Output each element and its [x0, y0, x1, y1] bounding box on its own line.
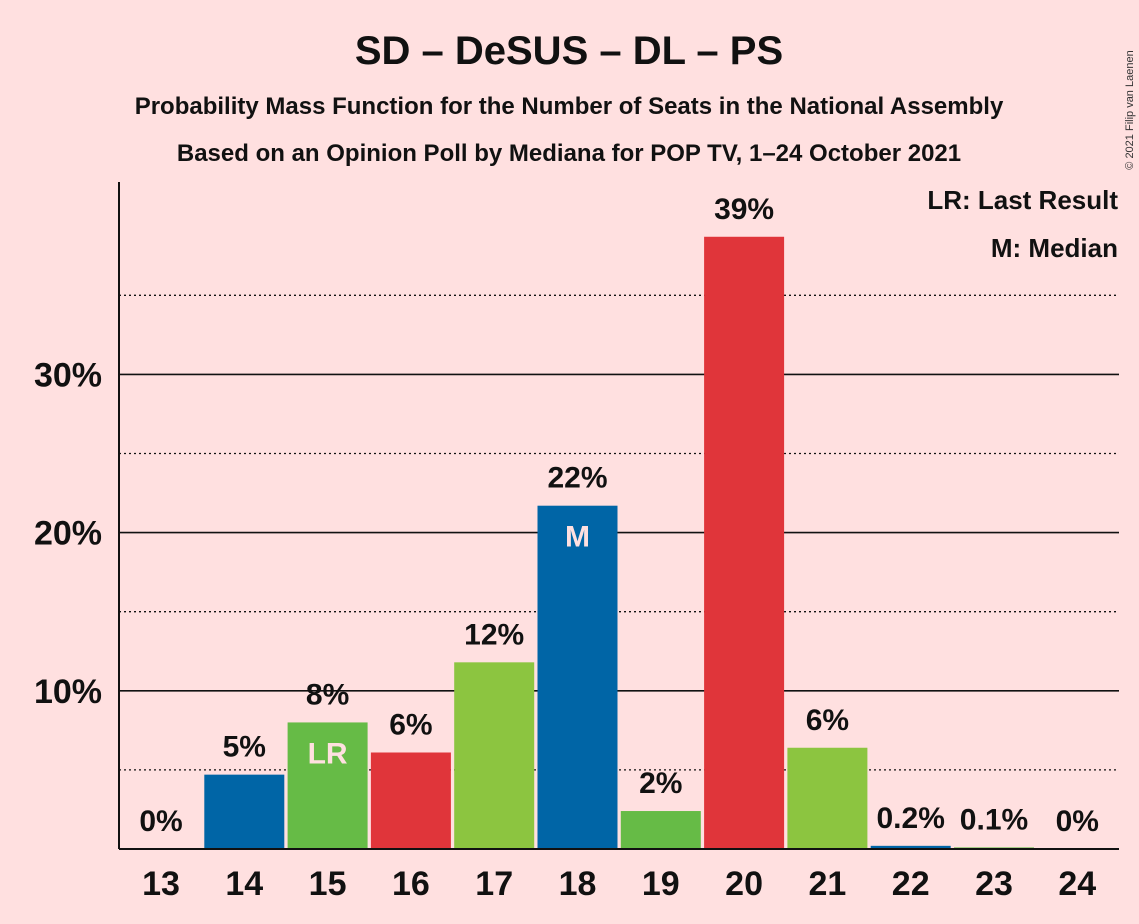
x-tick-label: 20 [725, 865, 763, 903]
x-tick-label: 13 [142, 865, 180, 903]
x-tick-label: 23 [975, 865, 1013, 903]
bar-label-22: 0.2% [877, 802, 945, 835]
x-axis-ticks: 13 14 15 16 17 18 19 20 21 22 23 24 [142, 865, 1096, 903]
bar-label-23: 0.1% [960, 803, 1028, 836]
bar-label-17: 12% [464, 618, 524, 651]
legend-median: M: Median [991, 233, 1118, 263]
chart-subtitle-1: Probability Mass Function for the Number… [135, 93, 1004, 120]
bar-label-13: 0% [139, 805, 182, 838]
gridlines [119, 294, 1119, 771]
bar-label-20: 39% [714, 193, 774, 226]
bar-marker-lr: LR [308, 737, 348, 770]
x-tick-label: 14 [225, 865, 263, 903]
bar-label-15: 8% [306, 678, 349, 711]
bar-label-19: 2% [639, 767, 682, 800]
bar-17 [454, 662, 535, 849]
bar-marker-m: M [565, 521, 590, 554]
y-tick-label: 20% [34, 515, 102, 553]
bar-labels-group: 0% 5% 8% LR 6% 12% 22% M 2% 39% 6% 0.2% 0.1% 0% [139, 193, 1099, 838]
y-tick-label: 10% [34, 673, 102, 711]
chart-title: SD – DeSUS – DL – PS [355, 29, 783, 73]
bar-label-24: 0% [1056, 805, 1099, 838]
y-axis-ticks: 10% 20% 30% [34, 356, 102, 710]
bar-label-14: 5% [223, 731, 266, 764]
x-tick-label: 16 [392, 865, 430, 903]
legend-last-result: LR: Last Result [927, 185, 1118, 215]
bars-group [204, 236, 1034, 850]
bar-18 [537, 505, 618, 849]
x-tick-label: 19 [642, 865, 680, 903]
bar-15 [287, 722, 368, 849]
x-tick-label: 17 [475, 865, 513, 903]
x-tick-label: 15 [309, 865, 347, 903]
bar-19 [620, 811, 701, 849]
bar-22 [870, 845, 951, 849]
bar-label-16: 6% [389, 708, 432, 741]
copyright-note: © 2021 Filip van Laenen [1124, 50, 1136, 169]
x-tick-label: 24 [1058, 865, 1096, 903]
x-tick-label: 22 [892, 865, 930, 903]
bar-label-21: 6% [806, 704, 849, 737]
x-tick-label: 21 [808, 865, 846, 903]
x-tick-label: 18 [559, 865, 597, 903]
bar-16 [370, 752, 451, 849]
bar-14 [204, 774, 285, 849]
bar-label-18: 22% [547, 462, 607, 495]
bar-21 [787, 747, 868, 849]
bar-20 [704, 236, 785, 850]
y-tick-label: 30% [34, 356, 102, 394]
chart-subtitle-2: Based on an Opinion Poll by Mediana for … [177, 140, 961, 167]
